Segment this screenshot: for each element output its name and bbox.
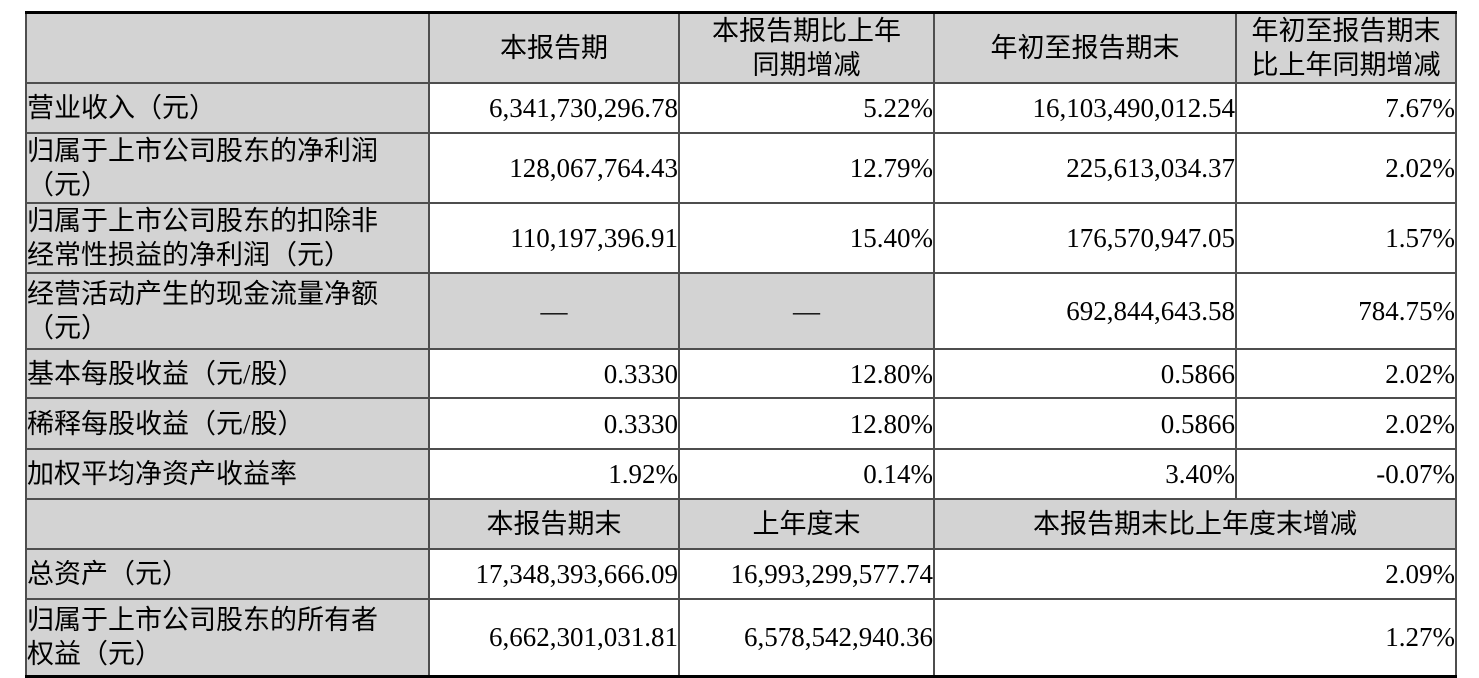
table-row-total-assets: 总资产（元） 17,348,393,666.09 16,993,299,577.… (25, 548, 1457, 600)
header-change-vs-prior-year-end: 本报告期末比上年度末增减 (933, 498, 1457, 550)
cell-ytd: 16,103,490,012.54 (933, 82, 1237, 134)
cell-ytd: 176,570,947.05 (933, 202, 1237, 274)
cell-ytd-yoy-change: 2.02% (1235, 397, 1457, 450)
cell-ytd: 692,844,643.58 (933, 272, 1237, 350)
cell-yoy-change: 5.22% (678, 82, 935, 134)
cell-change-vs-prior-year-end: 2.09% (933, 548, 1457, 600)
row-label: 稀释每股收益（元/股） (25, 397, 430, 450)
row-label: 营业收入（元） (25, 82, 430, 134)
cell-ytd: 0.5866 (933, 397, 1237, 450)
header-current-period: 本报告期 (428, 11, 680, 84)
table-row-net-profit: 归属于上市公司股东的净利润 （元） 128,067,764.43 12.79% … (25, 132, 1457, 204)
cell-end-of-prior-year: 16,993,299,577.74 (678, 548, 935, 600)
cell-yoy-change: 0.14% (678, 448, 935, 500)
table-row-header-eop: 本报告期末 上年度末 本报告期末比上年度末增减 (25, 498, 1457, 550)
row-label: 加权平均净资产收益率 (25, 448, 430, 500)
header-corner-cell (25, 498, 430, 550)
table-row-operating-cash-flow: 经营活动产生的现金流量净额 （元） — — 692,844,643.58 784… (25, 272, 1457, 350)
row-label: 归属于上市公司股东的所有者 权益（元） (25, 598, 430, 677)
row-label: 基本每股收益（元/股） (25, 348, 430, 399)
cell-ytd-yoy-change: 7.67% (1235, 82, 1457, 134)
cell-yoy-change: 12.80% (678, 397, 935, 450)
cell-ytd-yoy-change: 784.75% (1235, 272, 1457, 350)
table-row-net-profit-excl-nonrecurring: 归属于上市公司股东的扣除非 经常性损益的净利润（元） 110,197,396.9… (25, 202, 1457, 274)
cell-yoy-change: 12.80% (678, 348, 935, 399)
cell-ytd-yoy-change: 1.57% (1235, 202, 1457, 274)
header-end-of-period: 本报告期末 (428, 498, 680, 550)
financial-summary-table: 本报告期 本报告期比上年 同期增减 年初至报告期末 年初至报告期末 比上年同期增… (25, 11, 1457, 678)
header-corner-cell (25, 11, 430, 84)
cell-current-period: 110,197,396.91 (428, 202, 680, 274)
cell-ytd-yoy-change: 2.02% (1235, 348, 1457, 399)
cell-ytd-yoy-change: 2.02% (1235, 132, 1457, 204)
cell-ytd: 225,613,034.37 (933, 132, 1237, 204)
cell-current-period: 0.3330 (428, 348, 680, 399)
cell-yoy-change: 12.79% (678, 132, 935, 204)
cell-yoy-change: 15.40% (678, 202, 935, 274)
table-row-revenue: 营业收入（元） 6,341,730,296.78 5.22% 16,103,49… (25, 82, 1457, 134)
header-current-vs-prior-year: 本报告期比上年 同期增减 (678, 11, 935, 84)
cell-current-period: 128,067,764.43 (428, 132, 680, 204)
header-end-of-prior-year: 上年度末 (678, 498, 935, 550)
table-row-header-period: 本报告期 本报告期比上年 同期增减 年初至报告期末 年初至报告期末 比上年同期增… (25, 11, 1457, 84)
cell-end-of-period: 6,662,301,031.81 (428, 598, 680, 677)
cell-end-of-prior-year: 6,578,542,940.36 (678, 598, 935, 677)
row-label: 经营活动产生的现金流量净额 （元） (25, 272, 430, 350)
cell-change-vs-prior-year-end: 1.27% (933, 598, 1457, 677)
row-label: 归属于上市公司股东的净利润 （元） (25, 132, 430, 204)
cell-current-period: 1.92% (428, 448, 680, 500)
row-label: 总资产（元） (25, 548, 430, 600)
cell-current-period: 0.3330 (428, 397, 680, 450)
table-row-weighted-avg-roe: 加权平均净资产收益率 1.92% 0.14% 3.40% -0.07% (25, 448, 1457, 500)
cell-end-of-period: 17,348,393,666.09 (428, 548, 680, 600)
cell-ytd: 0.5866 (933, 348, 1237, 399)
financial-summary-table-wrap: 本报告期 本报告期比上年 同期增减 年初至报告期末 年初至报告期末 比上年同期增… (25, 11, 1457, 678)
table-row-basic-eps: 基本每股收益（元/股） 0.3330 12.80% 0.5866 2.02% (25, 348, 1457, 399)
table-row-diluted-eps: 稀释每股收益（元/股） 0.3330 12.80% 0.5866 2.02% (25, 397, 1457, 450)
cell-ytd-yoy-change: -0.07% (1235, 448, 1457, 500)
cell-current-period-dash: — (428, 272, 680, 350)
header-ytd: 年初至报告期末 (933, 11, 1237, 84)
cell-yoy-change-dash: — (678, 272, 935, 350)
table-row-equity-attributable: 归属于上市公司股东的所有者 权益（元） 6,662,301,031.81 6,5… (25, 598, 1457, 677)
row-label: 归属于上市公司股东的扣除非 经常性损益的净利润（元） (25, 202, 430, 274)
header-ytd-vs-prior-year: 年初至报告期末 比上年同期增减 (1235, 11, 1457, 84)
cell-current-period: 6,341,730,296.78 (428, 82, 680, 134)
cell-ytd: 3.40% (933, 448, 1237, 500)
